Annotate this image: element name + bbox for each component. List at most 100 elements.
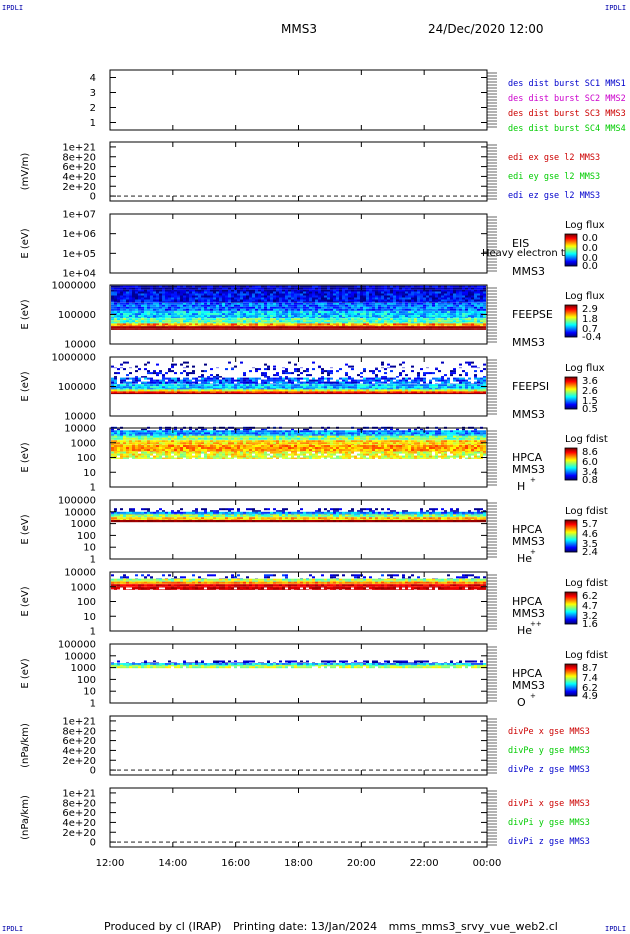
colorbar-label-p3-3: 0.0 — [582, 261, 598, 272]
band-p5-5 — [111, 391, 486, 393]
ytick-label-p5-0: 10000 — [64, 412, 96, 423]
ytick-label-p3-0: 1e+04 — [62, 269, 96, 280]
colorbar-label-p4-3: -0.4 — [582, 332, 602, 343]
plot-stack: 1 2 3 4 des dist burst SC1 MMS1 des dist burs… — [20, 69, 626, 869]
ytick-label-p10-2: 4e+20 — [62, 746, 96, 757]
band-p7-2 — [111, 514, 486, 518]
legend-p11-1: divPi y gse MMS3 — [508, 818, 590, 828]
instrument-p3: EIS — [512, 237, 529, 250]
colorbar-label-p3-0: 0.0 — [582, 233, 598, 244]
band-p6-3 — [111, 440, 486, 446]
colorbar-label-p9-1: 7.4 — [582, 673, 598, 684]
colorbar-label-p6-1: 6.0 — [582, 457, 598, 468]
ytick-label-p5-2: 1000000 — [51, 353, 96, 364]
band-p6-0 — [111, 426, 483, 431]
footer-produced: Produced by cl (IRAP) — [104, 920, 222, 933]
xtick-label-1: 14:00 — [158, 858, 187, 869]
colorbar-title-p7: Log fdist — [565, 506, 608, 517]
instrument-p8: HPCA — [512, 595, 543, 608]
band-p8-1 — [111, 578, 486, 582]
xtick-label-3: 18:00 — [284, 858, 313, 869]
colorbar-title-p3: Log flux — [565, 220, 605, 231]
footer-printing-date: Printing date: 13/Jan/2024 — [232, 920, 378, 933]
band-p5-0 — [111, 361, 486, 369]
ytick-label-p6-3: 1000 — [71, 438, 96, 449]
legend-p1-0: des dist burst SC1 MMS1 — [508, 79, 626, 89]
colorbar-label-p8-0: 6.2 — [582, 591, 598, 602]
ytick-label-p9-1: 10 — [83, 687, 96, 698]
colorbar-label-p9-0: 8.7 — [582, 663, 598, 674]
colorbar-title-p8: Log fdist — [565, 578, 608, 589]
colorbar-p9: 8.77.46.24.9 — [564, 663, 598, 702]
ylabel-p7: E (eV) — [20, 514, 31, 544]
spacecraft-p6: MMS3 — [512, 463, 545, 476]
xtick-label-6: 00:00 — [473, 858, 502, 869]
band-p4-2 — [111, 302, 486, 312]
ylabel-p2: (mV/m) — [20, 153, 31, 191]
species-p6: H — [517, 480, 525, 493]
legend-p2-0: edi ex gse l2 MMS3 — [508, 153, 600, 163]
spacecraft-p3: MMS3 — [512, 265, 545, 278]
ytick-label-p2-3: 6e+20 — [62, 162, 96, 173]
species-charge-p8: ++ — [530, 620, 542, 628]
band-p8-4 — [111, 587, 486, 590]
panel-p4: 10000 100000 1000000 E (eV) FEEPSE MMS3 Log fl… — [20, 281, 605, 351]
colorbar-label-p8-2: 3.2 — [582, 611, 598, 622]
band-p6-1 — [111, 430, 486, 436]
band-p5-1 — [114, 368, 486, 378]
band-p4-1 — [111, 291, 486, 303]
colorbar-p8: 6.24.73.21.6 — [564, 591, 598, 630]
ytick-label-p1-3: 4 — [90, 73, 96, 84]
ylabel-p11: (nPa/km) — [20, 795, 31, 840]
band-p4-6 — [111, 326, 486, 330]
ytick-label-p6-1: 10 — [83, 468, 96, 479]
colorbar-label-p5-0: 3.6 — [582, 376, 598, 387]
ytick-label-p4-0: 10000 — [64, 340, 96, 351]
ytick-label-p5-1: 100000 — [58, 382, 96, 393]
ytick-label-p1-1: 2 — [90, 103, 96, 114]
band-p9-0 — [111, 660, 483, 664]
ytick-label-p10-1: 2e+20 — [62, 756, 96, 767]
species-p7: He — [517, 552, 532, 565]
corner-label-tr: IPDLI — [605, 4, 627, 12]
ytick-label-p8-1: 10 — [83, 612, 96, 623]
ylabel-p6: E (eV) — [20, 442, 31, 472]
ytick-label-p7-5: 100000 — [58, 496, 96, 507]
colorbar-label-p5-3: 0.5 — [582, 404, 598, 415]
colorbar-p6: 8.66.03.40.8 — [564, 447, 598, 486]
legend-p2-2: edi ez gse l2 MMS3 — [508, 191, 600, 201]
ylabel-p4: E (eV) — [20, 299, 31, 329]
ytick-label-p7-2: 100 — [77, 531, 96, 542]
instrument-p5: FEEPSI — [512, 380, 549, 393]
colorbar-label-p9-2: 6.2 — [582, 683, 598, 694]
colorbar-label-p7-1: 4.6 — [582, 529, 598, 540]
spacecraft-p9: MMS3 — [512, 679, 545, 692]
xtick-label-2: 16:00 — [221, 858, 250, 869]
legend-p1-3: des dist burst SC4 MMS4 — [508, 124, 626, 134]
colorbar-p4: 2.91.80.7-0.4 — [564, 304, 602, 343]
colorbar-p7: 5.74.63.52.4 — [564, 519, 598, 558]
corner-label-bl: IPDLI — [2, 925, 24, 933]
ytick-label-p11-5: 1e+21 — [62, 788, 96, 799]
xtick-label-5: 22:00 — [410, 858, 439, 869]
xtick-label-0: 12:00 — [96, 858, 125, 869]
corner-label-tl: IPDLI — [2, 4, 24, 12]
colorbar-title-p9: Log fdist — [565, 650, 608, 661]
ytick-label-p7-1: 10 — [83, 543, 96, 554]
band-p7-4 — [111, 520, 486, 523]
panel-p3: 1e+04 1e+05 1e+06 1e+07 E (eV) EIS MMS3 Heavy e… — [20, 210, 605, 280]
band-p4-0 — [111, 285, 486, 292]
ylabel-p10: (nPa/km) — [20, 723, 31, 768]
frame-p11 — [109, 787, 488, 848]
date-title: 24/Dec/2020 12:00 — [428, 22, 544, 36]
colorbar-title-p4: Log flux — [565, 291, 605, 302]
legend-p11-0: divPi x gse MMS3 — [508, 799, 590, 809]
colorbar-label-p4-1: 1.8 — [582, 314, 598, 325]
band-p9-3 — [111, 666, 486, 669]
band-p8-0 — [111, 574, 486, 579]
ytick-label-p9-4: 10000 — [64, 651, 96, 662]
panel-p1: 1 2 3 4 des dist burst SC1 MMS1 des dist burs… — [90, 69, 626, 134]
